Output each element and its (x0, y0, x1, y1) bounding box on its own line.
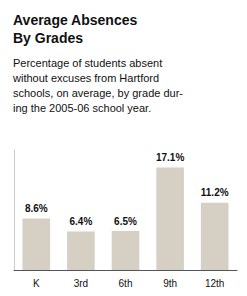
svg-text:3rd: 3rd (74, 278, 88, 289)
svg-text:6.5%: 6.5% (114, 216, 137, 227)
svg-text:schools, on average, by grade: schools, on average, by grade dur- (13, 87, 183, 99)
svg-text:K: K (33, 278, 40, 289)
svg-text:6.4%: 6.4% (70, 216, 93, 227)
svg-text:17.1%: 17.1% (156, 152, 184, 163)
svg-text:12th: 12th (205, 278, 224, 289)
svg-text:9th: 9th (163, 278, 177, 289)
svg-text:without excuses from Hartford: without excuses from Hartford (12, 72, 159, 84)
svg-text:Percentage of students absent: Percentage of students absent (13, 57, 162, 69)
svg-text:6th: 6th (119, 278, 133, 289)
svg-text:ing the 2005-06 school year.: ing the 2005-06 school year. (13, 102, 151, 114)
svg-text:Average Absences: Average Absences (13, 12, 137, 28)
svg-text:11.2%: 11.2% (201, 187, 229, 198)
svg-text:By Grades: By Grades (13, 30, 83, 46)
svg-text:8.6%: 8.6% (25, 203, 48, 214)
